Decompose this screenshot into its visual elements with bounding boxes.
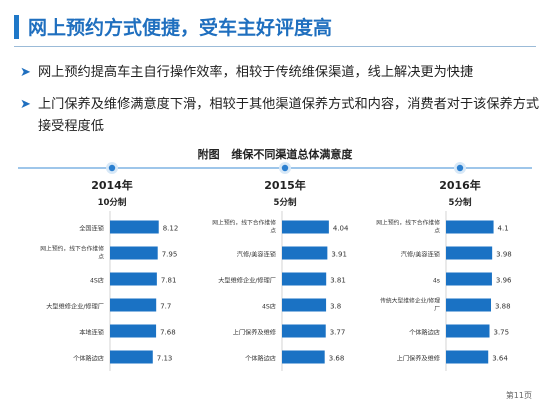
bar (282, 298, 327, 312)
bar (110, 246, 158, 260)
bar-value-label: 3.75 (494, 329, 510, 337)
figure-prefix: 附图 (197, 148, 220, 161)
bar-value-label: 3.96 (496, 277, 512, 285)
bar-value-label: 3.81 (330, 277, 346, 285)
page-number: 第11页 (505, 391, 532, 400)
bullet-item: ➤ 上门保养及维修满意度下滑，相较于其他渠道保养方式和内容，消费者对于该保养方式… (20, 94, 548, 138)
category-label: 4S店 (262, 303, 276, 311)
bar-value-label: 7.7 (160, 303, 171, 311)
bar (110, 272, 157, 286)
category-label: 大型维修企业/修理厂 (46, 303, 104, 311)
bar-value-label: 4.04 (333, 225, 349, 233)
satisfaction-charts: 2014年 10分制 8.12 全国连锁 7.95 网上预约，线下合作维修点 7.81 4S店… (18, 162, 532, 371)
bullet-item: ➤ 网上预约提高车主自行操作效率，相较于传统维保渠道，线上解决更为快捷 (20, 62, 548, 84)
bullet-marker-icon: ➤ (20, 65, 31, 80)
category-label: 上门保养及维修 (397, 355, 441, 363)
bar (446, 298, 492, 312)
category-label: 网上预约，线下合作维修点 (212, 219, 276, 235)
category-label: 上门保养及维修 (233, 329, 277, 337)
bar-value-label: 7.13 (157, 355, 173, 363)
category-label: 汽修/美容连锁 (237, 251, 276, 259)
bar-value-label: 3.91 (331, 251, 347, 259)
figure-title: 维保不同渠道总体满意度 (231, 148, 353, 161)
bar-value-label: 3.8 (330, 303, 341, 311)
category-label: 网上预约，线下合作维修点 (376, 219, 440, 235)
chart-year: 2015年 (264, 178, 306, 192)
bar-value-label: 7.95 (162, 251, 178, 259)
bar-value-label: 7.81 (161, 277, 177, 285)
bar (282, 350, 325, 364)
category-label: 个体路边店 (245, 355, 276, 363)
bar (446, 324, 490, 338)
bar (282, 246, 328, 260)
chart-scale: 5分制 (274, 197, 297, 208)
timeline-marker-dot (108, 164, 116, 172)
category-label: 本地连锁 (79, 329, 104, 337)
chart-year: 2014年 (91, 178, 133, 192)
bullet-text: 上门保养及维修满意度下滑，相较于其他渠道保养方式和内容，消费者对于该保养方式接受… (38, 97, 540, 134)
bar (446, 272, 492, 286)
bullet-text: 网上预约提高车主自行操作效率，相较于传统维保渠道，线上解决更为快捷 (38, 65, 474, 80)
title-accent (14, 15, 19, 39)
bar-value-label: 3.98 (496, 251, 512, 259)
bar (110, 220, 159, 234)
bar (446, 246, 493, 260)
bar (110, 298, 157, 312)
category-label: 网上预约，线下合作维修点 (40, 245, 104, 261)
bar (446, 350, 489, 364)
category-label: 个体路边店 (409, 329, 440, 337)
bar-value-label: 8.12 (163, 225, 179, 233)
bar (110, 324, 157, 338)
bar-value-label: 3.68 (329, 355, 345, 363)
title-divider (14, 46, 536, 47)
chart-scale: 10分制 (98, 197, 127, 208)
category-label: 大型维修企业/修理厂 (218, 277, 276, 285)
category-label: 汽修/美容连锁 (401, 251, 440, 259)
bar-value-label: 3.77 (330, 329, 346, 337)
bar (282, 272, 327, 286)
timeline-marker-dot (281, 164, 289, 172)
bar (446, 220, 494, 234)
bar (282, 220, 329, 234)
bar-value-label: 4.1 (498, 225, 509, 233)
bar (282, 324, 326, 338)
chart-year: 2016年 (439, 178, 481, 192)
bar-value-label: 3.88 (495, 303, 511, 311)
page-title: 网上预约方式便捷，受车主好评度高 (28, 17, 333, 39)
timeline-marker-dot (456, 164, 464, 172)
category-label: 个体路边店 (73, 355, 104, 363)
category-label: 传统大型维修企业/修理厂 (380, 297, 440, 313)
title-bar: 网上预约方式便捷，受车主好评度高 (0, 0, 550, 48)
bar-value-label: 7.68 (160, 329, 176, 337)
category-label: 全国连锁 (79, 225, 104, 233)
bar (110, 350, 153, 364)
category-label: 4S店 (90, 277, 104, 285)
bullet-marker-icon: ➤ (20, 97, 31, 112)
chart-scale: 5分制 (449, 197, 472, 208)
category-label: 4s (433, 278, 440, 285)
figure-caption: 附图 维保不同渠道总体满意度 (0, 146, 550, 162)
bar-value-label: 3.64 (492, 355, 508, 363)
